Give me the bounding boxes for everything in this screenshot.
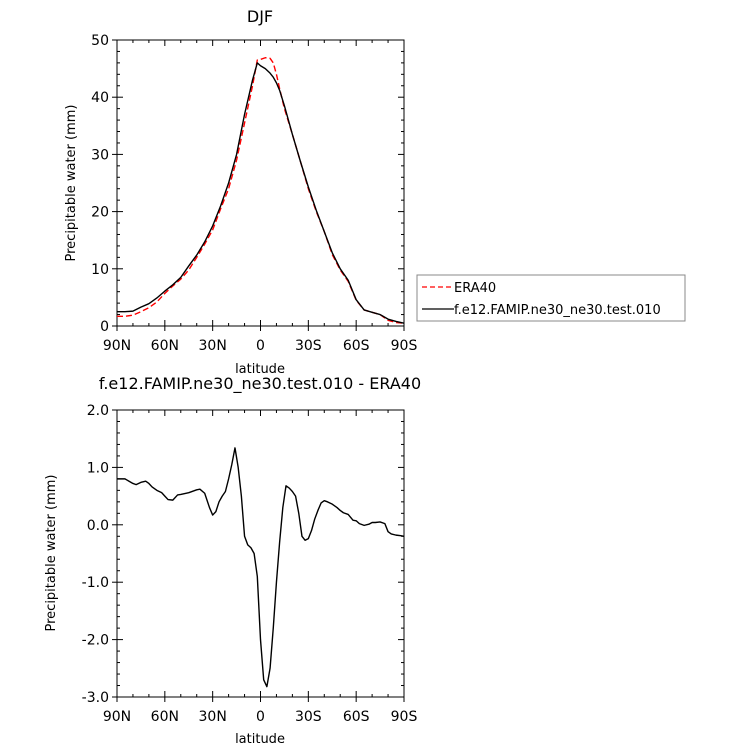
x-tick-label: 90N <box>103 338 131 354</box>
series-lines <box>117 57 405 324</box>
y-tick-label: 50 <box>91 33 109 49</box>
legend-label-era40: ERA40 <box>454 281 496 296</box>
y-axis-label: Precipitable water (mm) <box>64 105 79 262</box>
x-tick-label: 0 <box>256 709 265 725</box>
x-tick-label: 60S <box>343 709 370 725</box>
y-axis-ticks: 0 10 20 30 40 50 <box>91 33 404 335</box>
legend-box <box>416 274 686 322</box>
y-tick-label: 30 <box>91 147 109 163</box>
y-tick-label: -2.0 <box>82 633 109 649</box>
x-tick-label: 30S <box>295 338 322 354</box>
y-axis-ticks: -3.0 -2.0 -1.0 0.0 1.0 2.0 <box>82 403 404 706</box>
x-tick-label: 0 <box>256 338 265 354</box>
chart-title: f.e12.FAMIP.ne30_ne30.test.010 - ERA40 <box>99 374 421 394</box>
x-axis-label: latitude <box>235 362 285 377</box>
y-tick-label: 10 <box>91 262 109 278</box>
legend: ERA40 f.e12.FAMIP.ne30_ne30.test.010 <box>416 274 686 322</box>
y-tick-label: -3.0 <box>82 690 109 706</box>
series-line-b <box>117 62 405 324</box>
chart-title: DJF <box>247 7 273 26</box>
x-tick-label: 90N <box>103 709 131 725</box>
plot-frame <box>116 39 405 327</box>
x-tick-label: 30N <box>199 338 227 354</box>
y-tick-label: 0.0 <box>87 518 109 534</box>
y-tick-label: 1.0 <box>87 460 109 476</box>
y-tick-label: 40 <box>91 90 109 106</box>
series-line-a <box>117 57 405 324</box>
legend-label-model: f.e12.FAMIP.ne30_ne30.test.010 <box>454 303 661 318</box>
x-tick-label: 30N <box>199 709 227 725</box>
x-tick-label: 60N <box>151 709 179 725</box>
panel-djf: DJF 0 10 20 30 40 50 90N 60N 30N 0 30S 60S 90S lati… <box>64 7 686 377</box>
y-tick-label: 20 <box>91 205 109 221</box>
x-axis-ticks: 90N 60N 30N 0 30S 60S 90S <box>103 40 418 354</box>
x-tick-label: 90S <box>391 338 418 354</box>
x-axis-ticks: 90N 60N 30N 0 30S 60S 90S <box>103 410 418 725</box>
x-tick-label: 60N <box>151 338 179 354</box>
x-tick-label: 30S <box>295 709 322 725</box>
x-tick-label: 60S <box>343 338 370 354</box>
x-axis-label: latitude <box>235 732 285 747</box>
y-tick-label: 2.0 <box>87 403 109 419</box>
series-line-a <box>117 447 405 688</box>
panel-difference: f.e12.FAMIP.ne30_ne30.test.010 - ERA40 -… <box>44 374 421 747</box>
series-lines <box>117 447 405 688</box>
y-tick-label: 0 <box>100 319 109 335</box>
y-axis-label: Precipitable water (mm) <box>44 475 59 632</box>
x-tick-label: 90S <box>391 709 418 725</box>
y-tick-label: -1.0 <box>82 575 109 591</box>
plot-frame <box>116 409 405 698</box>
